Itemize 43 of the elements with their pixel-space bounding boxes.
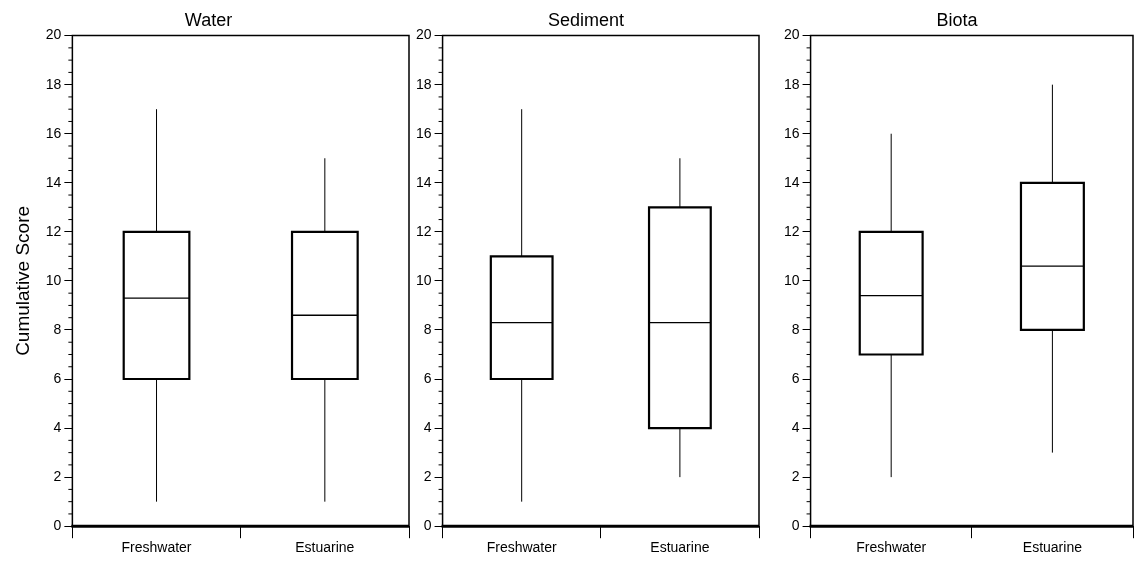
y-tick-label: 16 — [45, 124, 62, 141]
chart-title: Water — [184, 9, 233, 30]
y-tick-label: 0 — [423, 517, 432, 534]
y-tick-label: 2 — [53, 468, 62, 484]
x-tick-label: Estuarine — [1022, 539, 1083, 556]
y-tick-label: 6 — [53, 369, 62, 386]
y-axis-title: Cumulative Score — [11, 205, 33, 356]
y-tick-label: 6 — [791, 369, 800, 386]
y-tick-label: 2 — [791, 468, 800, 484]
y-tick-label: 4 — [53, 418, 62, 435]
y-tick-label: 16 — [783, 124, 800, 141]
y-tick-label: 10 — [415, 271, 432, 288]
y-tick-label: 18 — [783, 75, 800, 92]
x-tick-label: Freshwater — [486, 539, 558, 556]
y-tick-label: 2 — [423, 468, 432, 484]
y-tick-label: 14 — [783, 173, 800, 190]
y-tick-label: 0 — [791, 517, 800, 534]
y-tick-label: 20 — [45, 26, 62, 43]
y-tick-label: 12 — [783, 222, 800, 239]
y-tick-label: 10 — [783, 271, 800, 288]
y-tick-label: 8 — [791, 320, 800, 337]
y-tick-label: 4 — [423, 418, 432, 435]
y-tick-label: 18 — [415, 75, 432, 92]
chart-title: Biota — [936, 9, 979, 30]
y-tick-label: 16 — [415, 124, 432, 141]
y-tick-label: 10 — [45, 271, 62, 288]
y-tick-label: 0 — [53, 517, 62, 534]
x-tick-label: Freshwater — [121, 539, 192, 556]
x-tick-label: Estuarine — [650, 539, 710, 556]
y-tick-label: 6 — [423, 369, 432, 386]
y-tick-label: 8 — [423, 320, 432, 337]
y-tick-label: 20 — [415, 26, 432, 43]
x-tick-label: Estuarine — [295, 539, 355, 556]
y-tick-label: 20 — [783, 26, 800, 43]
y-tick-label: 4 — [791, 418, 800, 435]
y-tick-label: 8 — [53, 320, 62, 337]
y-tick-label: 12 — [415, 222, 432, 239]
x-tick-label: Freshwater — [856, 539, 927, 556]
y-tick-label: 18 — [45, 75, 62, 92]
chart-title: Sediment — [547, 9, 625, 30]
y-tick-label: 12 — [45, 222, 62, 239]
y-tick-label: 14 — [45, 173, 62, 190]
y-tick-label: 14 — [415, 173, 432, 190]
